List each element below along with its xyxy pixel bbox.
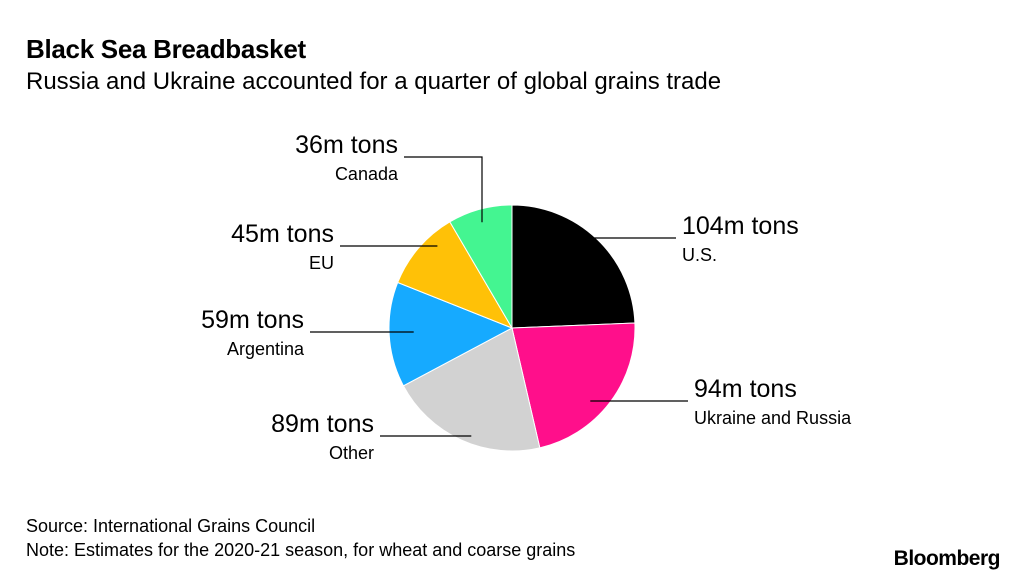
slice-name-label: Other: [329, 443, 374, 463]
bloomberg-logo: Bloomberg: [893, 547, 1001, 570]
slice-value-label: 89m tons: [271, 410, 374, 438]
slice-name-label: U.S.: [682, 245, 717, 265]
chart-subtitle: Russia and Ukraine accounted for a quart…: [26, 68, 722, 95]
chart-title: Black Sea Breadbasket: [26, 34, 306, 64]
leader-line: [404, 156, 483, 223]
source-note: Source: International Grains Council: [26, 516, 316, 536]
pie-slice-canada: [449, 204, 513, 330]
slice-value-label: 36m tons: [295, 131, 398, 159]
pie-slice-argentina: [388, 281, 514, 387]
pie-slice-ukraine-and-russia: [511, 322, 636, 449]
pie-slice-u-s-: [511, 204, 636, 329]
slice-name-label: Ukraine and Russia: [694, 408, 852, 428]
slice-value-label: 45m tons: [231, 220, 334, 248]
slice-name-label: EU: [309, 253, 334, 273]
slice-name-label: Argentina: [227, 339, 305, 359]
pie-slice-eu: [397, 221, 514, 330]
footnote: Note: Estimates for the 2020-21 season, …: [26, 540, 576, 560]
slice-name-label: Canada: [335, 164, 399, 184]
pie-slice-other: [402, 327, 541, 452]
slice-value-label: 94m tons: [694, 375, 797, 403]
slice-value-label: 59m tons: [201, 306, 304, 334]
slice-value-label: 104m tons: [682, 212, 799, 240]
